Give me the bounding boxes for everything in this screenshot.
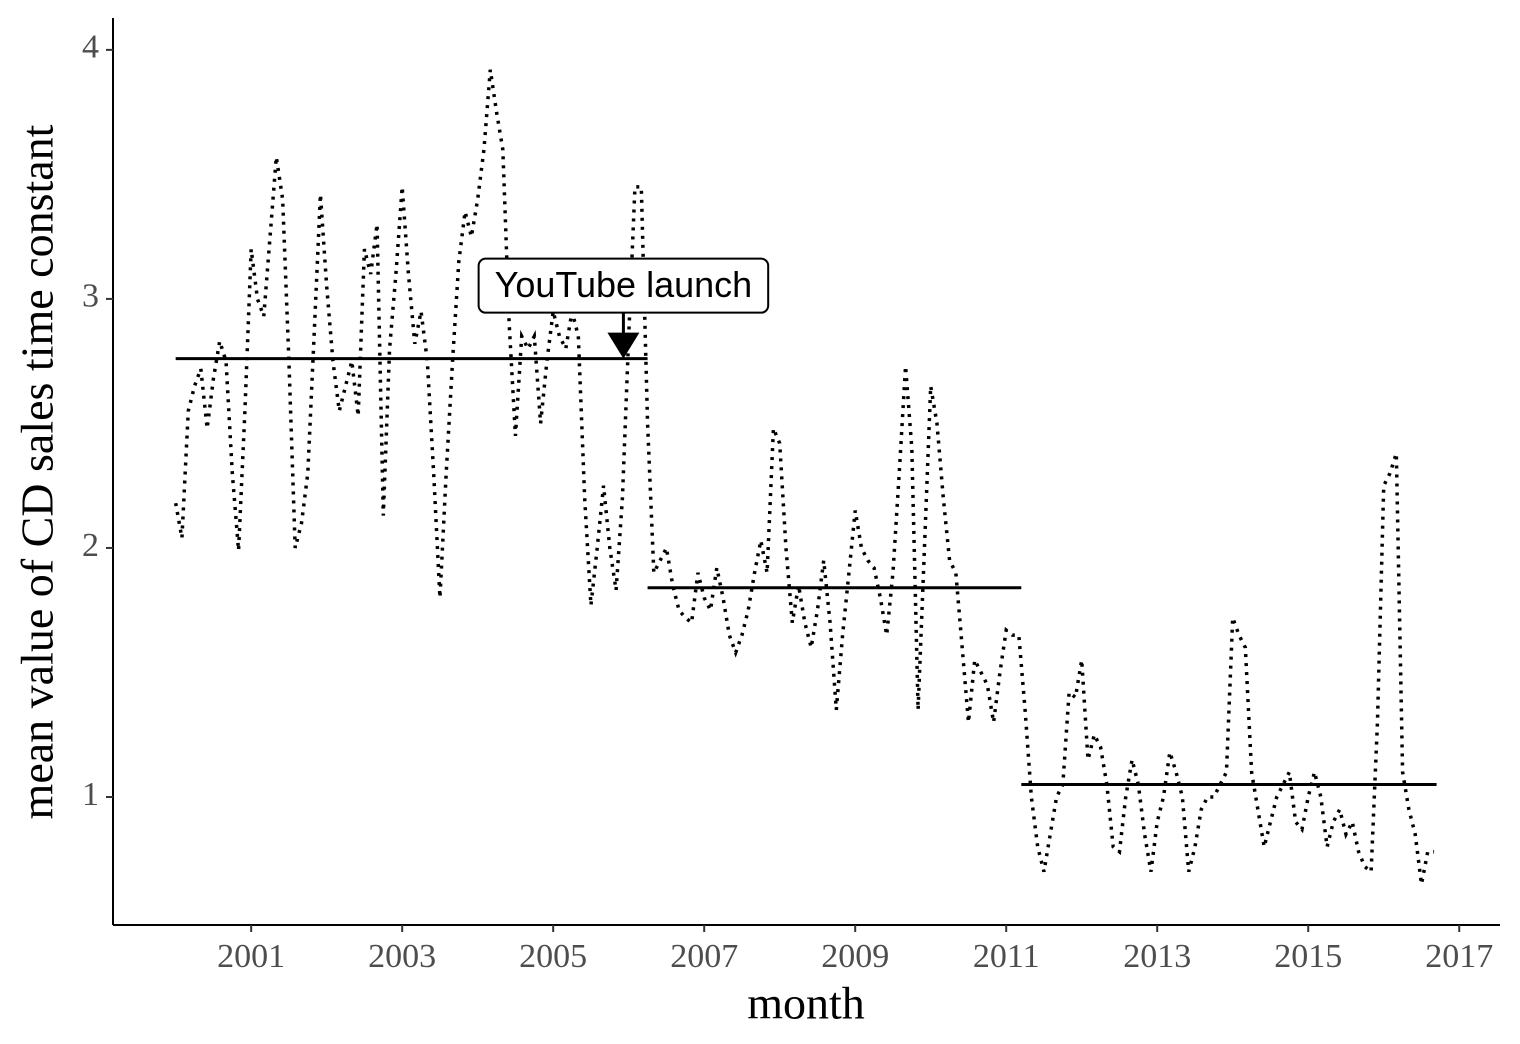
x-tick-label: 2017 bbox=[1425, 938, 1493, 975]
x-axis-title: month bbox=[747, 978, 865, 1029]
y-tick-label: 3 bbox=[82, 278, 99, 315]
x-tick-label: 2015 bbox=[1274, 938, 1342, 975]
y-tick-label: 4 bbox=[82, 29, 99, 66]
y-axis-title: mean value of CD sales time constant bbox=[12, 124, 63, 819]
data-line bbox=[173, 69, 1435, 885]
x-tick-label: 2005 bbox=[519, 938, 587, 975]
annotation-arrowhead bbox=[607, 332, 640, 359]
x-tick-label: 2007 bbox=[670, 938, 738, 975]
y-tick-label: 2 bbox=[82, 527, 99, 564]
x-tick-label: 2013 bbox=[1123, 938, 1191, 975]
x-tick-label: 2009 bbox=[821, 938, 889, 975]
x-tick-label: 2011 bbox=[973, 938, 1040, 975]
annotation-label: YouTube launch bbox=[495, 264, 753, 305]
x-tick-label: 2003 bbox=[368, 938, 436, 975]
y-tick-label: 1 bbox=[82, 776, 99, 813]
x-tick-label: 2001 bbox=[217, 938, 285, 975]
